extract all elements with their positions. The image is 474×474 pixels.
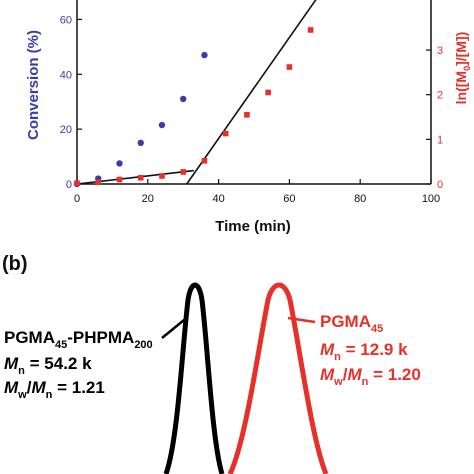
- conversion-point: [158, 121, 166, 129]
- gpc-traces-panel: (b) PGMA45-PHPMA200 Mn = 54.2 k Mw/Mn = …: [2, 253, 421, 474]
- ln-point: [307, 27, 314, 33]
- panel-label-b: (b): [2, 253, 28, 275]
- ln-point: [116, 176, 123, 183]
- y-axis-right-label: ln([M0]/[M]): [453, 32, 472, 105]
- x-axis-label: Time (min): [215, 218, 291, 235]
- red-label-leader: [287, 316, 316, 324]
- black-mn-value: = 54.2 k: [25, 354, 92, 373]
- x-tick-label: 80: [354, 193, 366, 205]
- data-points: [73, 27, 314, 188]
- y-left-tick-label: 40: [60, 69, 72, 81]
- ln-point: [180, 169, 186, 175]
- red-gpc-trace: [227, 282, 329, 474]
- tick-marks: 0 20 40 60 80 100 0 20 40 60 0 1 2 3: [60, 14, 443, 205]
- chart-axes: [76, 0, 432, 185]
- black-label-leader: [161, 319, 185, 339]
- ln-point: [286, 64, 293, 70]
- conversion-point: [201, 51, 208, 59]
- svg-text:Mw/Mn = 1.21: Mw/Mn = 1.21: [4, 378, 105, 401]
- x-tick-label: 0: [74, 193, 80, 205]
- black-peak-name: PGMA: [4, 328, 55, 347]
- conversion-point: [180, 95, 187, 103]
- black-peak-label: PGMA45-PHPMA200 Mn = 54.2 k Mw/Mn = 1.21: [4, 328, 153, 401]
- ln-point: [265, 89, 271, 96]
- x-tick-label: 20: [142, 193, 154, 205]
- conversion-point: [116, 160, 123, 167]
- svg-text:Mw/Mn = 1.20: Mw/Mn = 1.20: [320, 365, 421, 388]
- conversion-kinetics-chart: 0 20 40 60 80 100 0 20 40 60 0 1 2 3 Time (min) Conve…: [25, 0, 472, 235]
- svg-text:Mn = 12.9 k: Mn = 12.9 k: [320, 340, 408, 363]
- ln-point: [222, 130, 229, 137]
- red-peak-name: PGMA: [320, 312, 371, 331]
- black-gpc-trace: [163, 282, 225, 474]
- x-tick-label: 60: [283, 193, 295, 205]
- svg-text:PGMA45: PGMA45: [320, 312, 383, 335]
- red-mn-value: = 12.9 k: [341, 340, 408, 359]
- y-left-tick-label: 60: [60, 14, 72, 26]
- ln-point: [201, 157, 208, 164]
- svg-text:PGMA45-PHPMA200: PGMA45-PHPMA200: [4, 328, 153, 351]
- y-right-tick-label: 1: [437, 134, 443, 146]
- ln-point: [137, 174, 144, 181]
- ln-point: [95, 179, 102, 186]
- y-axis-left-label: Conversion (%): [25, 30, 42, 140]
- y-right-tick-label: 3: [437, 45, 443, 57]
- ln-point: [159, 173, 165, 179]
- x-tick-label: 100: [422, 193, 440, 205]
- y-right-tick-label: 2: [437, 90, 443, 102]
- fit-lines: [76, 0, 317, 185]
- svg-text:Mn = 54.2 k: Mn = 54.2 k: [4, 354, 92, 377]
- ln-point: [244, 111, 250, 118]
- fit-line: [186, 0, 317, 185]
- red-dispersity-value: = 1.20: [368, 365, 420, 384]
- fit-line: [76, 169, 194, 185]
- black-dispersity-value: = 1.21: [52, 378, 104, 397]
- y-right-tick-label: 0: [437, 179, 443, 191]
- red-peak-label: PGMA45 Mn = 12.9 k Mw/Mn = 1.20: [320, 312, 421, 388]
- conversion-point: [137, 139, 144, 147]
- y-left-tick-label: 0: [66, 179, 72, 191]
- y-left-tick-label: 20: [60, 124, 72, 136]
- x-tick-label: 40: [212, 193, 224, 205]
- ln-point: [74, 180, 80, 186]
